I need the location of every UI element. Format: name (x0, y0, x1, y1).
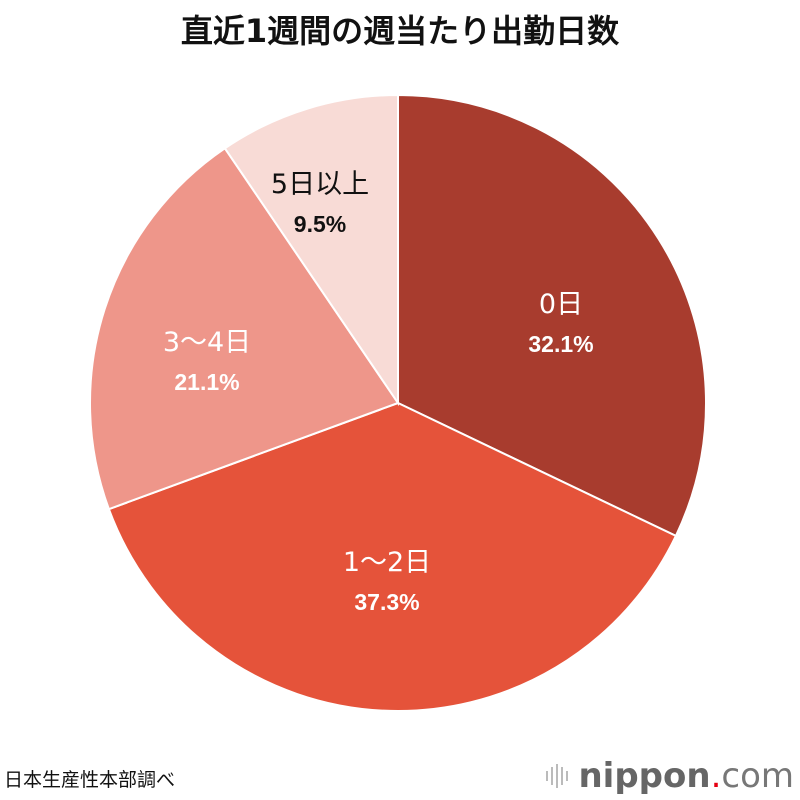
pie-slice-2 (89, 146, 400, 511)
logo-tld: com (721, 756, 794, 796)
slice-percent: 9.5% (293, 211, 347, 237)
slice-category: 5日以上 (270, 169, 370, 200)
slice-percent: 37.3% (354, 589, 420, 615)
slice-label-2: 3～4日 21.1% (107, 320, 307, 396)
nippon-logo[interactable]: nippon. com (546, 756, 794, 796)
pie-slice-1 (107, 401, 678, 712)
slice-percent: 32.1% (528, 331, 594, 357)
source-note: 日本生産性本部調べ (4, 769, 176, 791)
logo-dot: . (710, 756, 722, 796)
slice-category: 0日 (538, 289, 584, 320)
pie-slice-0 (397, 93, 707, 538)
slice-category: 3～4日 (162, 327, 252, 358)
chart-title: 直近1週間の週当たり出勤日数 (180, 12, 620, 50)
slice-label-1: 1～2日 37.3% (287, 540, 487, 616)
pie-slice-3 (223, 93, 399, 407)
logo-bars-icon (546, 764, 569, 788)
logo-name: nippon (578, 756, 711, 796)
slice-category: 1～2日 (342, 547, 432, 578)
slice-label-0: 0日 32.1% (461, 282, 661, 358)
slice-percent: 21.1% (174, 369, 240, 395)
slice-label-3: 5日以上 9.5% (220, 162, 420, 238)
